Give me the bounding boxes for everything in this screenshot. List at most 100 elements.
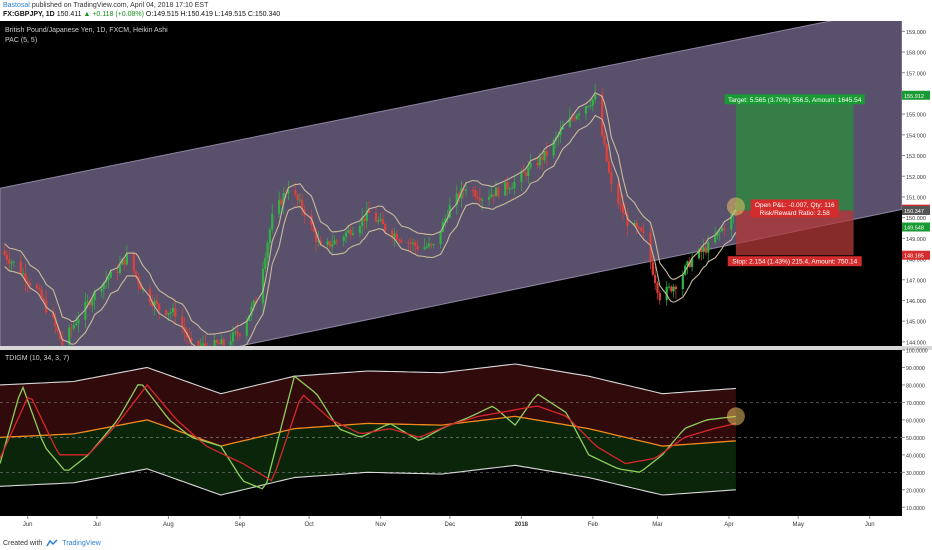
candle-body — [624, 212, 627, 215]
price-tick-label: 151.000 — [906, 195, 926, 201]
upper-band-line — [0, 363, 736, 395]
candle-body — [543, 150, 546, 161]
price-tick-label: 144.000 — [906, 340, 926, 346]
candle-body — [430, 243, 433, 245]
time-tick-label: Dec — [445, 522, 456, 528]
candle-body — [229, 341, 232, 346]
candle-body — [455, 193, 458, 206]
candle-body — [425, 246, 428, 248]
candle-body — [707, 242, 710, 253]
candle-body — [35, 285, 39, 289]
candle-body — [603, 135, 606, 145]
candle-body — [19, 261, 22, 275]
candle-body — [681, 274, 684, 290]
last-price: 150.411 — [56, 11, 82, 18]
candle-body — [720, 228, 724, 232]
candle-body — [164, 310, 168, 315]
time-tick-label: Jun — [865, 522, 875, 528]
candle-body — [487, 196, 491, 200]
candle-body — [462, 188, 465, 191]
candle-body — [153, 300, 156, 306]
candle-body — [296, 194, 299, 200]
candle-body — [635, 223, 638, 228]
lower-band-fill — [0, 416, 736, 495]
time-tick-label: May — [793, 522, 804, 528]
osc-tick-label: 90.0000 — [906, 366, 925, 372]
price-badge: 149.548 — [904, 226, 924, 232]
candle-body — [508, 188, 511, 190]
osc-tick-label: 40.0000 — [906, 453, 925, 459]
candle-body — [317, 240, 320, 242]
candle-body — [151, 302, 154, 306]
author-link[interactable]: Bastosal — [3, 2, 30, 9]
candle-body — [716, 232, 719, 236]
candle-body — [651, 262, 654, 275]
ohlc-values: O:149.515 H:150.419 L:149.515 C:150.340 — [145, 11, 281, 18]
price-change: ▲ +0.118 (+0.08%) — [83, 11, 144, 18]
candle-body — [238, 334, 242, 336]
candle-body — [139, 283, 142, 290]
candle-body — [427, 243, 431, 247]
price-tick-label: 154.000 — [906, 133, 926, 139]
candle-body — [199, 345, 202, 346]
price-channel — [0, 21, 902, 346]
candle-body — [568, 117, 571, 127]
candle-body — [658, 292, 661, 301]
candle-body — [471, 190, 475, 192]
candle-body — [261, 268, 265, 304]
candle-body — [545, 150, 548, 156]
candle-body — [610, 172, 613, 184]
candle-body — [529, 163, 532, 168]
chart-area[interactable]: Target: 5.565 (3.70%) 556.5, Amount: 164… — [0, 21, 932, 532]
price-tick-label: 149.000 — [906, 237, 926, 243]
candle-body — [118, 264, 122, 273]
osc-pane-title: TDIGM (10, 34, 3, 7) — [5, 355, 69, 362]
candle-body — [414, 242, 417, 246]
candle-body — [245, 320, 248, 336]
candle-body — [61, 338, 64, 345]
candle-body — [220, 339, 223, 345]
candle-body — [121, 259, 124, 265]
candle-body — [181, 316, 184, 328]
osc-tick-label: 60.0000 — [906, 418, 925, 424]
published-text: published on TradingView.com, April 04, … — [31, 2, 209, 9]
candle-body — [400, 240, 403, 243]
market-base-line — [0, 415, 736, 447]
candle-body — [379, 219, 382, 221]
symbol-line: FX:GBPJPY, 1D 150.411 ▲ +0.118 (+0.08%) … — [3, 11, 280, 18]
candle-body — [169, 312, 172, 314]
price-badge: 155.912 — [904, 94, 924, 100]
time-tick-label: Sep — [235, 522, 246, 528]
candle-body — [601, 94, 604, 136]
candle-body — [287, 190, 290, 194]
candle-body — [444, 218, 447, 222]
price-tick-label: 146.000 — [906, 299, 926, 305]
time-tick-label: Feb — [588, 522, 599, 528]
candle-body — [457, 193, 461, 199]
candle-body — [381, 219, 385, 225]
candle-body — [218, 342, 221, 345]
candle-body — [197, 340, 200, 346]
candle-body — [520, 171, 523, 182]
candle-body — [374, 212, 378, 222]
candle-body — [393, 233, 396, 238]
candle-body — [86, 301, 89, 303]
candle-body — [105, 280, 108, 283]
trading-chart[interactable]: Target: 5.565 (3.70%) 556.5, Amount: 164… — [0, 21, 932, 532]
candle-body — [384, 224, 387, 231]
candle-body — [8, 259, 11, 264]
candle-body — [575, 115, 578, 119]
candle-body — [282, 193, 285, 205]
osc-tick-label: 50.0000 — [906, 436, 925, 442]
osc-tick-label: 10.0000 — [906, 506, 925, 512]
candle-body — [476, 196, 479, 199]
candle-body — [522, 171, 525, 173]
candle-body — [123, 259, 126, 265]
candle-body — [278, 199, 281, 214]
price-tick-label: 150.000 — [906, 216, 926, 222]
candle-body — [100, 289, 103, 292]
candle-body — [559, 129, 562, 136]
tradingview-link[interactable]: TradingView — [62, 539, 101, 547]
price-badge-bg — [902, 222, 930, 232]
candle-body — [561, 126, 564, 130]
